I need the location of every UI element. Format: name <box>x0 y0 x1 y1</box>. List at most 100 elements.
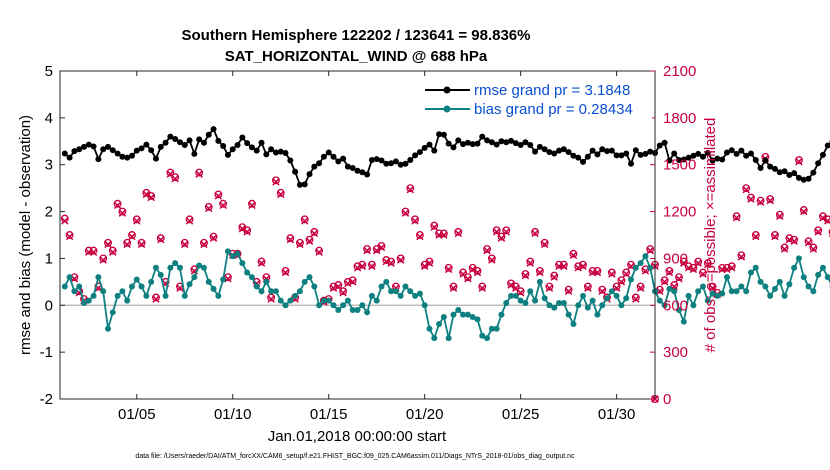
obs-assimilated-point <box>545 284 554 292</box>
obs-assimilated-point <box>133 217 141 225</box>
obs-assimilated-point <box>348 278 357 286</box>
bias-point <box>248 274 255 281</box>
obs-assimilated-point <box>430 223 439 231</box>
rmse-point <box>532 148 539 155</box>
bias-point <box>536 278 543 285</box>
obs-assimilated-point <box>756 198 765 206</box>
rmse-point <box>637 151 644 158</box>
obs-assimilated-point <box>171 175 179 183</box>
obs-possible-point <box>771 231 779 239</box>
obs-possible-point <box>564 285 573 294</box>
obs-assimilated-point <box>646 246 654 255</box>
obs-assimilated-point <box>468 265 477 274</box>
bias-point <box>272 288 279 295</box>
bias-point <box>388 288 395 295</box>
rmse-point <box>498 138 505 145</box>
bias-point <box>719 290 726 297</box>
rmse-point <box>277 148 284 155</box>
obs-possible-point <box>171 173 180 182</box>
bias-point <box>512 292 519 299</box>
bias-point <box>196 262 203 269</box>
obs-assimilated-point <box>728 264 736 272</box>
obs-assimilated-point <box>814 228 822 236</box>
rmse-point <box>200 139 207 146</box>
obs-assimilated-point <box>286 235 295 244</box>
rmse-point <box>85 141 92 148</box>
obs-possible-point <box>247 199 256 208</box>
obs-possible-point <box>531 227 539 236</box>
rmse-point <box>747 150 754 157</box>
obs-assimilated-point <box>809 245 818 253</box>
rmse-point <box>541 146 548 153</box>
rmse-point <box>263 151 270 158</box>
bias-point <box>805 283 812 290</box>
obs-possible-point <box>113 199 122 208</box>
bias-point <box>690 302 697 309</box>
bias-point <box>364 309 371 316</box>
obs-possible-point <box>377 241 386 250</box>
obs-assimilated-point <box>699 270 707 278</box>
bias-point <box>628 276 635 283</box>
obs-possible-point <box>257 257 266 266</box>
bias-point <box>479 332 486 339</box>
obs-possible-point <box>804 237 813 246</box>
bias-point <box>292 292 299 299</box>
legend-box <box>420 76 652 120</box>
obs-possible-point <box>492 226 501 235</box>
obs-possible-point <box>358 260 367 269</box>
rmse-point <box>584 153 591 160</box>
obs-assimilated-point <box>372 246 381 255</box>
plot-area <box>60 71 655 399</box>
rmse-point <box>589 147 596 154</box>
obs-possible-point <box>622 268 631 277</box>
obs-assimilated-point <box>608 270 616 278</box>
obs-assimilated-point <box>502 228 510 236</box>
bias-point <box>436 321 443 328</box>
rmse-point <box>675 157 682 164</box>
bias-point <box>119 288 126 295</box>
obs-possible-point <box>152 293 160 302</box>
obs-possible-point <box>459 268 468 277</box>
obs-assimilated-point <box>315 248 323 256</box>
rmse-point <box>795 174 802 181</box>
rmse-point <box>220 142 227 149</box>
obs-assimilated-point <box>742 185 750 194</box>
obs-possible-point <box>545 282 554 291</box>
obs-possible-point <box>795 156 803 164</box>
obs-assimilated-point <box>406 185 415 194</box>
rmse-point <box>484 137 491 144</box>
bias-point <box>344 297 351 304</box>
rmse-point <box>536 143 543 150</box>
obs-assimilated-point <box>526 259 534 267</box>
bias-point <box>493 325 500 332</box>
bias-point <box>810 288 817 295</box>
obs-assimilated-point <box>118 209 127 217</box>
rmse-point <box>157 143 164 150</box>
obs-assimilated-point <box>473 268 482 277</box>
obs-possible-point <box>281 266 290 275</box>
y-axis-label: rmse and bias (model - observation) <box>17 115 34 355</box>
obs-possible-point <box>430 221 439 230</box>
bias-point <box>368 292 375 299</box>
rmse-point <box>224 151 231 158</box>
y-tick-label-right: 1500 <box>663 157 696 174</box>
obs-assimilated-point <box>334 282 343 291</box>
rmse-point <box>599 146 606 153</box>
obs-possible-point <box>214 190 223 199</box>
rmse-point <box>805 175 812 182</box>
bias-point <box>508 292 515 299</box>
bias-point <box>570 321 577 328</box>
obs-assimilated-point <box>99 256 107 264</box>
obs-assimilated-point <box>157 235 165 244</box>
bias-point <box>800 274 807 281</box>
obs-possible-point <box>684 262 693 271</box>
obs-assimilated-point <box>752 232 760 241</box>
rmse-point <box>90 143 97 150</box>
rmse-point <box>354 167 361 174</box>
bias-point <box>186 281 193 288</box>
bias-point <box>133 276 140 283</box>
obs-possible-point <box>454 227 463 236</box>
obs-assimilated-point <box>497 234 506 242</box>
obs-assimilated-point <box>795 157 803 166</box>
obs-assimilated-point <box>243 228 251 236</box>
